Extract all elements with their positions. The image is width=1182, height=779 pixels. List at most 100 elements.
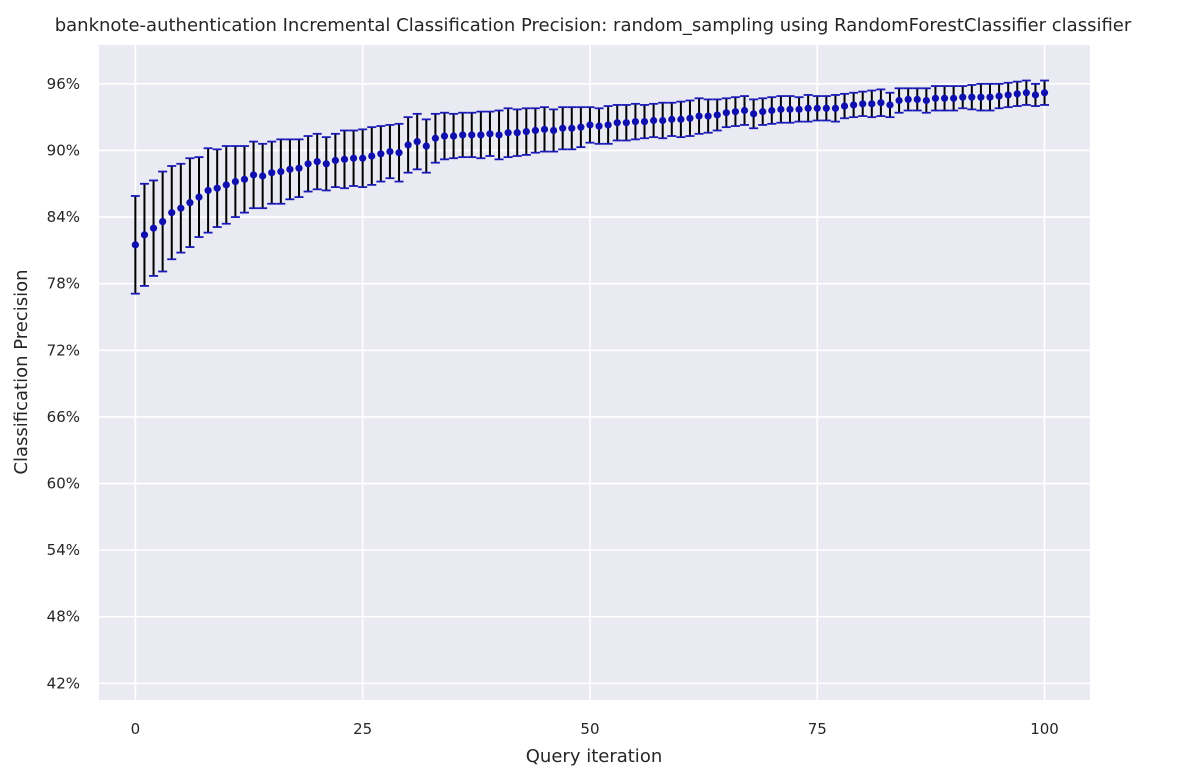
data-point	[313, 157, 321, 166]
data-point	[249, 171, 258, 179]
data-point	[950, 94, 958, 102]
data-point	[413, 137, 421, 146]
y-tick-label: 60%	[47, 475, 80, 493]
data-point	[704, 112, 712, 120]
y-tick-label: 54%	[47, 541, 80, 559]
data-point	[586, 121, 594, 129]
data-point	[922, 96, 930, 105]
y-tick-label: 96%	[47, 75, 80, 93]
x-tick-label: 50	[580, 720, 599, 738]
data-point	[331, 156, 339, 165]
data-point	[895, 96, 903, 105]
data-point	[831, 104, 840, 112]
y-tick-label: 84%	[47, 208, 80, 226]
data-point	[531, 126, 540, 135]
x-tick-label: 25	[353, 720, 372, 738]
data-point	[577, 123, 585, 131]
data-point	[177, 204, 185, 212]
data-point	[777, 105, 785, 113]
data-point	[449, 132, 458, 140]
data-point	[140, 231, 149, 239]
data-point	[595, 122, 603, 130]
data-point	[622, 119, 630, 127]
data-point	[968, 93, 976, 101]
data-point	[504, 129, 512, 137]
data-point	[231, 177, 239, 186]
data-point	[768, 106, 776, 115]
data-point	[431, 134, 439, 142]
data-point	[213, 184, 221, 192]
data-point	[804, 104, 812, 112]
data-point	[640, 118, 649, 126]
data-point	[159, 217, 167, 226]
data-point	[349, 154, 358, 162]
data-point	[795, 105, 803, 113]
data-point	[931, 94, 940, 102]
data-point	[477, 131, 485, 139]
data-point	[940, 94, 949, 102]
data-point	[631, 118, 640, 126]
data-point	[1040, 89, 1049, 97]
data-point	[304, 160, 312, 168]
data-point	[977, 93, 985, 101]
data-point	[486, 130, 494, 138]
data-point	[759, 108, 767, 116]
data-point	[1013, 90, 1021, 98]
data-point	[1004, 91, 1012, 99]
y-tick-label: 42%	[47, 674, 80, 692]
x-axis-label: Query iteration	[526, 746, 662, 767]
data-point	[340, 155, 349, 163]
data-point	[786, 105, 794, 113]
data-point	[959, 93, 967, 101]
data-point	[1022, 89, 1030, 97]
data-point	[459, 131, 467, 139]
y-tick-label: 48%	[47, 608, 80, 626]
data-point	[813, 104, 821, 112]
data-point	[131, 241, 139, 249]
data-point	[195, 193, 203, 201]
data-point	[468, 131, 476, 139]
data-point	[277, 167, 285, 176]
x-tick-label: 75	[808, 720, 827, 738]
data-point	[395, 149, 403, 157]
data-point	[149, 224, 158, 232]
data-point	[877, 99, 885, 107]
data-points	[131, 89, 1049, 249]
data-point	[731, 108, 740, 116]
plot-area	[99, 45, 1090, 700]
data-point	[995, 92, 1003, 100]
data-point	[368, 152, 376, 160]
y-tick-label: 78%	[47, 275, 80, 293]
data-point	[440, 132, 449, 140]
data-point	[268, 169, 276, 177]
data-point	[668, 115, 676, 123]
data-point	[295, 164, 303, 172]
data-point	[904, 95, 912, 103]
data-point	[677, 115, 685, 123]
chart-title: banknote-authentication Incremental Clas…	[55, 15, 1132, 36]
y-axis-label: Classification Precision	[11, 269, 32, 474]
data-point	[404, 141, 412, 149]
data-point	[659, 116, 667, 125]
data-point	[422, 142, 430, 150]
data-point	[886, 101, 894, 109]
data-point	[613, 119, 621, 127]
y-tick-label: 66%	[47, 408, 80, 426]
data-point	[240, 175, 249, 183]
data-point	[259, 172, 267, 180]
data-point	[559, 124, 567, 132]
data-point	[604, 121, 612, 129]
data-point	[859, 100, 867, 108]
data-point	[568, 124, 576, 132]
data-point	[868, 100, 876, 108]
data-point	[649, 116, 658, 125]
data-point	[540, 125, 549, 133]
data-point	[1031, 91, 1040, 99]
data-point	[186, 199, 194, 207]
data-point	[686, 114, 694, 122]
grid	[99, 45, 1090, 700]
data-point	[168, 209, 176, 217]
data-point	[740, 106, 749, 115]
data-point	[359, 154, 367, 162]
data-point	[822, 104, 830, 112]
